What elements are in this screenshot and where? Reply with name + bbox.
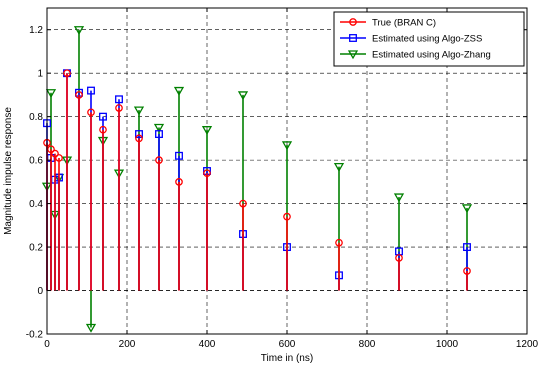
- x-tick-label: 0: [44, 339, 50, 350]
- legend-label-zss: Estimated using Algo-ZSS: [372, 34, 482, 45]
- y-tick-label: 1.2: [29, 25, 43, 36]
- marker-zss: [115, 95, 123, 104]
- legend: True (BRAN C) Estimated using Algo-ZSS E…: [333, 11, 525, 67]
- marker-zhang: [461, 204, 473, 214]
- marker-true: [463, 267, 471, 275]
- marker-zhang: [281, 141, 293, 151]
- marker-zhang: [153, 123, 165, 133]
- x-tick-label: 800: [359, 339, 376, 350]
- marker-zhang: [133, 106, 145, 116]
- marker-true: [87, 108, 95, 117]
- y-tick-label: 0.2: [29, 243, 43, 254]
- marker-true: [283, 212, 291, 221]
- marker-zhang: [393, 193, 405, 203]
- y-tick-label: 0.8: [29, 112, 43, 123]
- marker-true: [135, 134, 143, 143]
- marker-true: [115, 104, 123, 112]
- marker-zss: [87, 86, 95, 95]
- marker-true: [155, 156, 163, 164]
- marker-true: [239, 199, 247, 208]
- series-zss: [43, 69, 471, 291]
- x-tick-label: 1000: [436, 339, 459, 350]
- legend-entry-zss: Estimated using Algo-ZSS: [340, 34, 482, 45]
- legend-box: [333, 11, 525, 67]
- marker-zhang: [173, 86, 185, 96]
- legend-marker-zhang: [347, 50, 359, 60]
- plot-series: [41, 26, 473, 333]
- marker-zhang: [45, 89, 57, 99]
- marker-zhang: [85, 323, 97, 333]
- x-tick-label: 200: [119, 339, 136, 350]
- axis-ticks: 0 200 400 600 800 1000 1200-0.200.20.40.60.811…: [26, 8, 539, 350]
- marker-true: [335, 238, 343, 247]
- legend-label-zhang: Estimated using Algo-Zhang: [372, 50, 491, 61]
- legend-marker-zss: [349, 34, 357, 42]
- series-true: [43, 69, 471, 291]
- marker-true: [75, 91, 83, 99]
- marker-true: [175, 178, 183, 186]
- x-tick-label: 600: [279, 339, 296, 350]
- marker-zss: [99, 112, 107, 121]
- marker-zhang: [333, 163, 345, 172]
- y-tick-label: 0.6: [29, 156, 43, 167]
- marker-zhang: [201, 126, 213, 136]
- marker-true: [47, 145, 55, 154]
- legend-entry-true: True (BRAN C): [340, 18, 436, 29]
- x-tick-label: 400: [199, 339, 216, 350]
- legend-entry-zhang: Estimated using Algo-Zhang: [340, 50, 491, 61]
- y-tick-label: 0: [37, 286, 43, 297]
- marker-zss: [463, 243, 471, 252]
- marker-zss: [135, 130, 143, 139]
- marker-zss: [155, 130, 163, 139]
- marker-true: [55, 154, 63, 162]
- x-axis-label: Time in (ns): [261, 353, 313, 364]
- y-tick-label: -0.2: [26, 330, 44, 341]
- legend-label-true: True (BRAN C): [372, 18, 436, 29]
- marker-zhang: [237, 91, 249, 101]
- y-tick-label: 0.4: [29, 199, 43, 210]
- marker-true: [63, 69, 71, 78]
- marker-true: [203, 169, 211, 178]
- marker-true: [99, 125, 107, 134]
- marker-zss: [175, 151, 183, 160]
- marker-true: [51, 149, 59, 158]
- legend-marker-true: [349, 18, 357, 26]
- y-tick-label: 1: [37, 69, 43, 80]
- y-axis-label: Magnitude impulse response: [3, 107, 14, 235]
- marker-zhang: [73, 26, 85, 36]
- x-tick-label: 1200: [516, 339, 539, 350]
- marker-true: [395, 254, 403, 262]
- series-zhang: [41, 26, 473, 333]
